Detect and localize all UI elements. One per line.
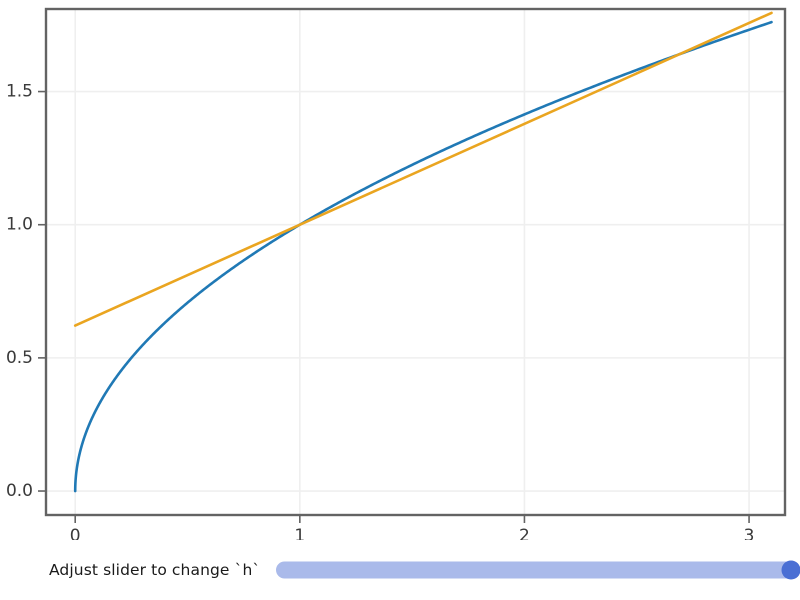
slider-track[interactable] — [276, 561, 800, 579]
x-tick-label: 2 — [519, 526, 530, 540]
x-tick-label: 0 — [70, 526, 81, 540]
x-gridlines — [74, 9, 750, 515]
slider-row: Adjust slider to change `h` — [0, 540, 800, 600]
y-tick-label: 1.5 — [6, 82, 33, 102]
chart-canvas: 0 1 2 3 0.0 0.5 1.0 1.5 — [6, 7, 787, 540]
y-tick-label: 1.0 — [6, 215, 33, 235]
y-tick-label: 0.0 — [6, 481, 33, 501]
axis-tick-labels: 0 1 2 3 0.0 0.5 1.0 1.5 — [6, 82, 755, 540]
data-series-layer — [73, 11, 773, 493]
axis-ticks-layer — [38, 90, 750, 523]
y-tick-label: 0.5 — [6, 348, 33, 368]
x-tick-label: 1 — [294, 526, 305, 540]
y-gridlines — [46, 90, 785, 492]
plot-frame — [44, 7, 787, 517]
slider-label: Adjust slider to change `h` — [49, 561, 261, 579]
plot-figure: 0 1 2 3 0.0 0.5 1.0 1.5 — [6, 7, 787, 540]
x-tick-label: 3 — [744, 526, 755, 540]
series-line — [73, 11, 773, 327]
slider-thumb[interactable] — [781, 560, 800, 580]
plot-background — [46, 9, 785, 515]
series-line — [73, 20, 773, 493]
h-slider[interactable] — [276, 557, 800, 583]
